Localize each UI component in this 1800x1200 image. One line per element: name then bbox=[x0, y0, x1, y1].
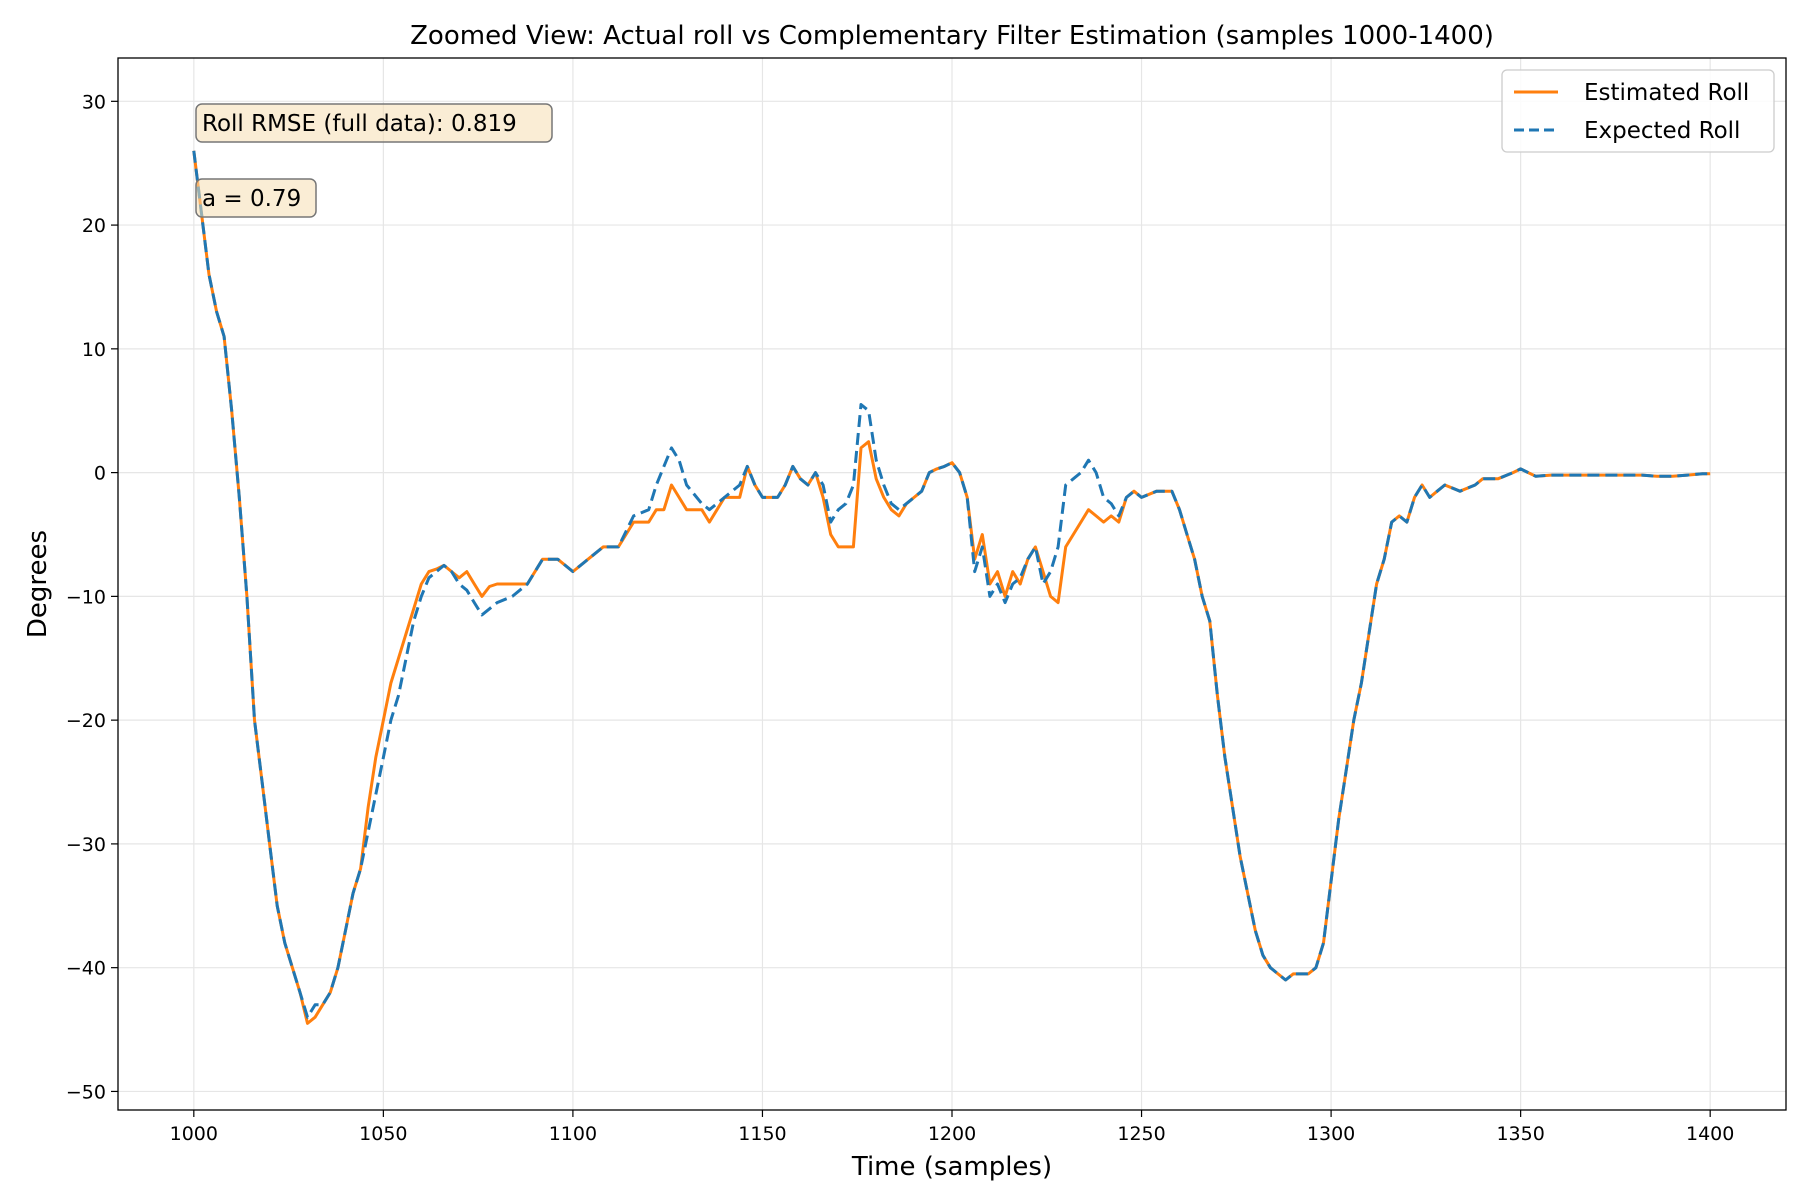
y-tick-label: −20 bbox=[66, 710, 106, 732]
y-axis-label: Degrees bbox=[23, 530, 53, 638]
y-tick-label: −50 bbox=[66, 1081, 106, 1103]
rmse-annotation-box bbox=[195, 103, 553, 143]
legend-label: Estimated Roll bbox=[1584, 80, 1749, 106]
y-tick-label: −30 bbox=[66, 834, 106, 856]
y-tick-label: 20 bbox=[82, 215, 106, 237]
ticks: 1000 1050 1100 1150 1200 1250 1300 1350 1400 30 20… bbox=[66, 91, 1734, 1145]
y-tick-label: 30 bbox=[82, 91, 106, 113]
x-tick-label: 1000 bbox=[170, 1123, 218, 1145]
x-tick-label: 1400 bbox=[1686, 1123, 1734, 1145]
y-tick-label: −10 bbox=[66, 586, 106, 608]
x-tick-label: 1150 bbox=[738, 1123, 786, 1145]
rmse-annotation-text: Roll RMSE (full data): 0.819 bbox=[202, 111, 517, 137]
y-tick-label: 0 bbox=[94, 463, 106, 485]
alpha-annotation-text: a = 0.79 bbox=[202, 186, 301, 212]
legend-box bbox=[1501, 69, 1775, 153]
expected-roll-line bbox=[192, 150, 1711, 1019]
x-tick-label: 1100 bbox=[549, 1123, 597, 1145]
x-axis-label: Time (samples) bbox=[851, 1152, 1052, 1182]
y-tick-label: 10 bbox=[82, 339, 106, 361]
x-tick-label: 1350 bbox=[1496, 1123, 1544, 1145]
legend: Estimated Roll Expected Roll bbox=[1501, 69, 1775, 153]
legend-label: Expected Roll bbox=[1584, 118, 1740, 144]
series-group bbox=[192, 150, 1711, 1025]
x-tick-label: 1050 bbox=[359, 1123, 407, 1145]
x-tick-label: 1250 bbox=[1117, 1123, 1165, 1145]
x-tick-label: 1200 bbox=[928, 1123, 976, 1145]
chart-title: Zoomed View: Actual roll vs Complementar… bbox=[410, 21, 1494, 51]
annotations: Roll RMSE (full data): 0.819 a = 0.79 bbox=[195, 103, 553, 218]
x-tick-label: 1300 bbox=[1307, 1123, 1355, 1145]
y-tick-label: −40 bbox=[66, 958, 106, 980]
alpha-annotation-box bbox=[195, 178, 317, 218]
